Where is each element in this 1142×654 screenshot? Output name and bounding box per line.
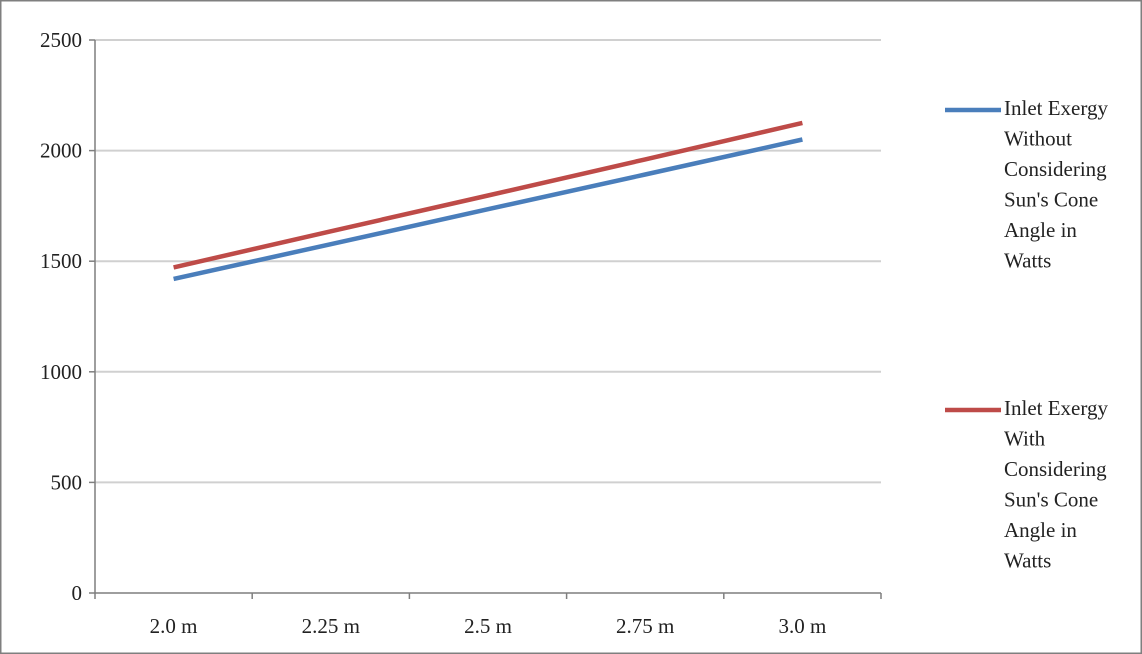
x-tick-label: 2.0 m xyxy=(150,614,198,638)
y-tick-label: 500 xyxy=(51,470,83,494)
series-lines xyxy=(173,120,803,282)
legend-label-line: Considering xyxy=(1004,457,1107,481)
legend-label-line: Considering xyxy=(1004,157,1107,181)
y-tick-label: 2000 xyxy=(40,139,82,163)
legend: Inlet Exergy Without Considering Sun's Cone… xyxy=(945,96,1108,573)
legend-label-line: Watts xyxy=(1004,549,1051,573)
y-tick-label: 2500 xyxy=(40,28,82,52)
y-tick-label: 1000 xyxy=(40,360,82,384)
legend-label-line: Sun's Cone xyxy=(1004,488,1098,512)
x-tick-label: 2.75 m xyxy=(616,614,674,638)
legend-label-line: Inlet Exergy xyxy=(1004,96,1108,120)
axes: 0 500 1000 1500 2000 2500 2.0 m 2.25 m 2.5 m 2.75… xyxy=(40,28,882,638)
legend-label-line: Without xyxy=(1004,127,1072,151)
x-tick-label: 2.5 m xyxy=(464,614,512,638)
y-tick-label: 0 xyxy=(72,581,83,605)
series-line-2 xyxy=(173,120,803,270)
y-tick-label: 1500 xyxy=(40,249,82,273)
legend-label-line: With xyxy=(1004,427,1046,451)
legend-label-line: Sun's Cone xyxy=(1004,188,1098,212)
x-tick-label: 3.0 m xyxy=(778,614,826,638)
legend-label-line: Angle in xyxy=(1004,218,1077,242)
x-tick-label: 2.25 m xyxy=(302,614,360,638)
legend-label-line: Watts xyxy=(1004,249,1051,273)
legend-label-line: Angle in xyxy=(1004,518,1077,542)
legend-label-line: Inlet Exergy xyxy=(1004,396,1108,420)
gridlines xyxy=(95,39,881,484)
series-line-1 xyxy=(173,137,803,282)
